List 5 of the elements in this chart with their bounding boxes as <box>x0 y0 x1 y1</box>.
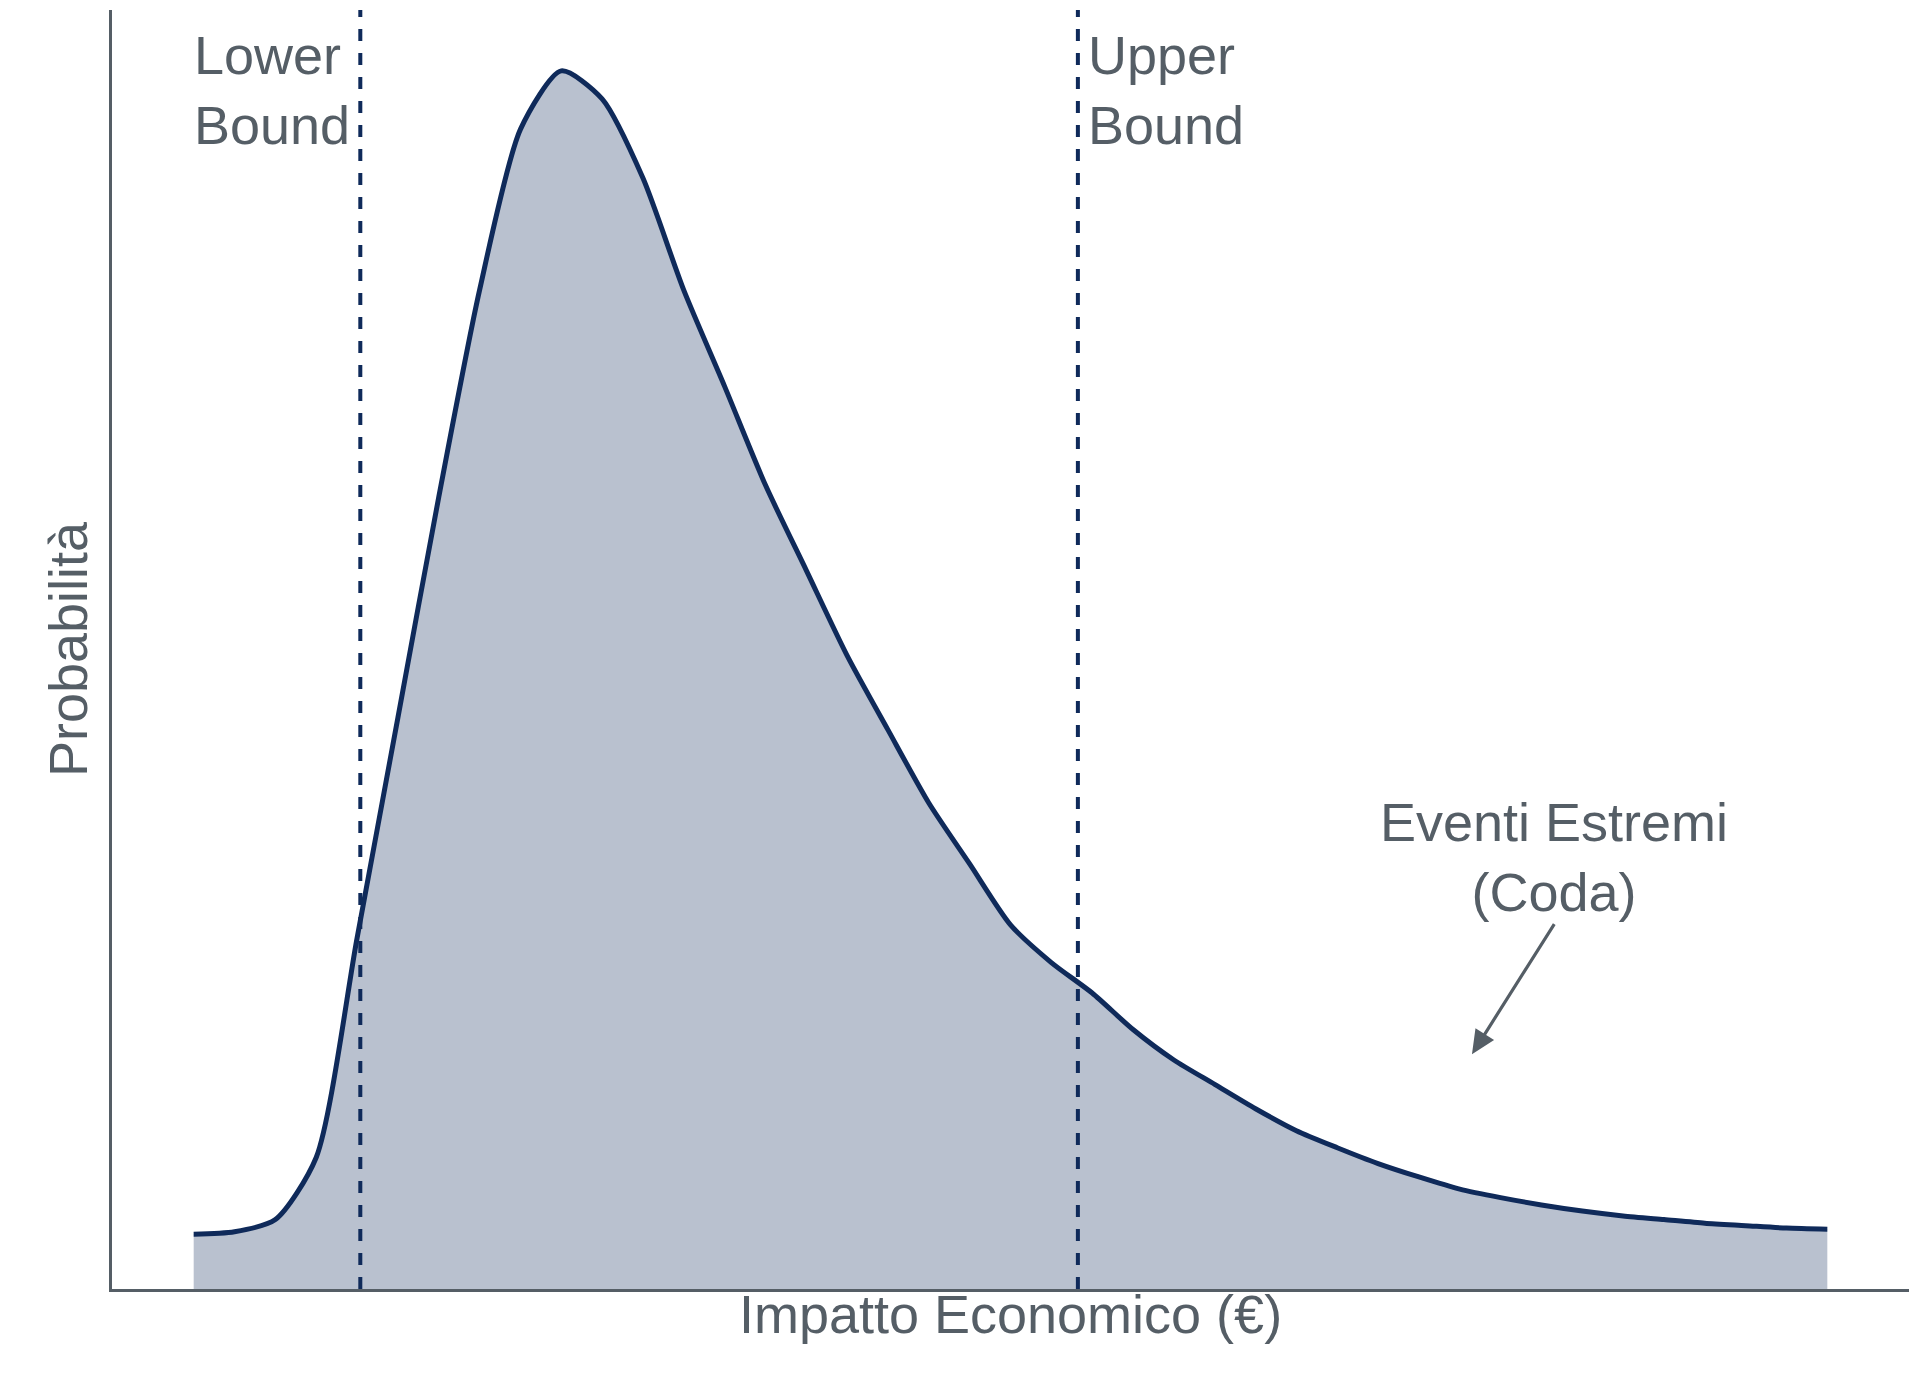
y-axis-title: Probabilità <box>37 520 98 778</box>
annotation: Eventi Estremi (Coda) <box>1380 792 1729 923</box>
x-axis-title: Impatto Economico (€) <box>738 1284 1283 1345</box>
annotation: Upper Bound <box>1088 25 1245 156</box>
annotation: Lower Bound <box>194 25 351 156</box>
